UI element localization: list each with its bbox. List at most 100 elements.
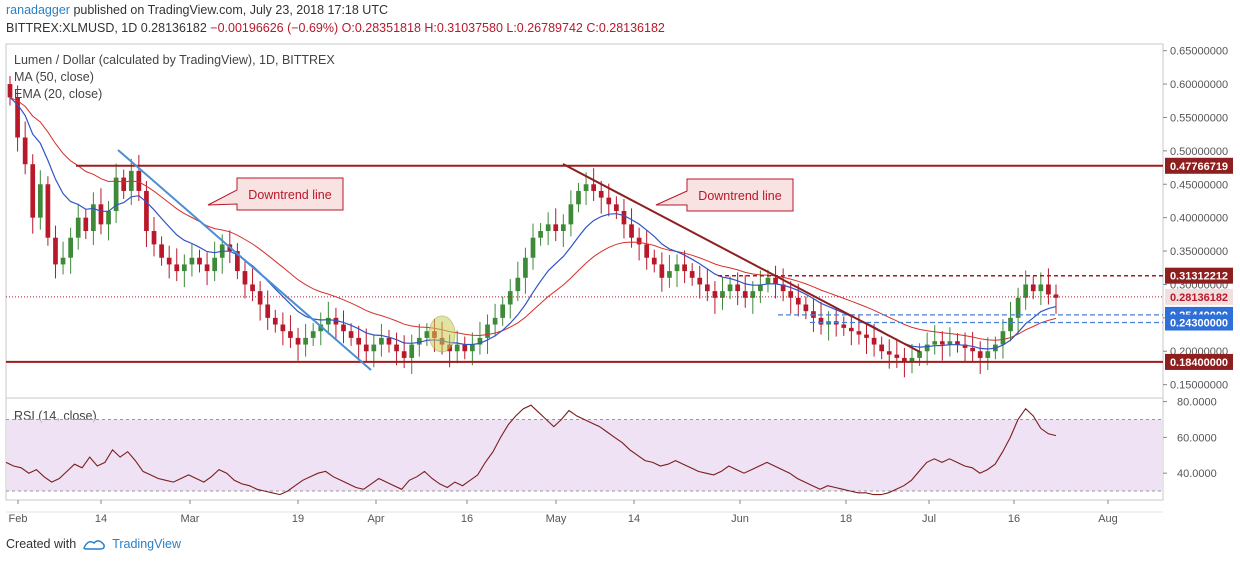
candle-body[interactable] [970, 347, 975, 352]
candle-body[interactable] [924, 344, 930, 352]
downtrend-line-red[interactable] [562, 163, 921, 353]
candle-body[interactable] [485, 324, 490, 338]
candle-body[interactable] [166, 257, 172, 265]
candle-body[interactable] [325, 317, 331, 325]
author-name[interactable]: ranadagger [6, 3, 70, 17]
candle-body[interactable] [644, 244, 650, 258]
annotation-callout[interactable] [655, 178, 794, 212]
candle-body[interactable] [515, 277, 521, 292]
tradingview-brand[interactable]: TradingView [112, 537, 181, 551]
candle-body[interactable] [68, 237, 73, 258]
candle-body[interactable] [197, 257, 202, 265]
candle-body[interactable] [401, 351, 407, 358]
candle-body[interactable] [545, 224, 551, 232]
candle-body[interactable] [636, 237, 642, 245]
candle-body[interactable] [886, 351, 892, 355]
candle-body[interactable] [242, 271, 248, 285]
candle-body[interactable] [879, 344, 885, 352]
candle-body[interactable] [113, 177, 119, 211]
candle-body[interactable] [98, 204, 104, 225]
candle-body[interactable] [621, 210, 627, 225]
candle-body[interactable] [409, 344, 415, 358]
candle-body[interactable] [614, 204, 619, 211]
candle-body[interactable] [1053, 294, 1059, 298]
candle-body[interactable] [295, 337, 301, 345]
candle-body[interactable] [492, 317, 498, 325]
candle-body[interactable] [947, 341, 953, 345]
candle-body[interactable] [356, 337, 362, 345]
candle-body[interactable] [136, 170, 142, 191]
candle-body[interactable] [250, 284, 255, 292]
candle-body[interactable] [144, 190, 149, 232]
candle-body[interactable] [659, 264, 665, 278]
candle-body[interactable] [758, 284, 763, 292]
candle-body[interactable] [780, 284, 786, 292]
candle-body[interactable] [977, 351, 983, 358]
candle-body[interactable] [795, 297, 801, 305]
candle-body[interactable] [454, 344, 460, 352]
candle-body[interactable] [932, 341, 938, 345]
candle-body[interactable] [462, 344, 468, 352]
candle-body[interactable] [651, 257, 657, 265]
candle-body[interactable] [1008, 317, 1013, 332]
candle-body[interactable] [106, 210, 111, 225]
candle-body[interactable] [424, 331, 430, 338]
candle-body[interactable] [841, 324, 847, 328]
candle-body[interactable] [727, 284, 733, 292]
candle-body[interactable] [955, 341, 960, 345]
candle-body[interactable] [394, 344, 399, 352]
candle-body[interactable] [697, 277, 703, 285]
candle-body[interactable] [765, 277, 771, 285]
candle-body[interactable] [735, 284, 741, 292]
candle-body[interactable] [151, 231, 157, 245]
candle-body[interactable] [553, 224, 559, 232]
candle-body[interactable] [272, 317, 278, 325]
candle-body[interactable] [91, 204, 96, 232]
candle-body[interactable] [333, 317, 339, 325]
downtrend-line-blue[interactable] [117, 149, 372, 371]
candle-body[interactable] [682, 264, 687, 272]
candle-body[interactable] [538, 231, 543, 238]
candle-body[interactable] [902, 357, 907, 362]
candle-body[interactable] [939, 341, 945, 345]
candle-body[interactable] [985, 351, 991, 358]
candle-body[interactable] [742, 291, 748, 298]
candle-body[interactable] [1015, 297, 1021, 318]
candle-body[interactable] [386, 337, 392, 345]
candle-body[interactable] [371, 344, 377, 352]
candle-body[interactable] [750, 291, 756, 298]
candle-body[interactable] [523, 257, 528, 278]
candle-body[interactable] [507, 291, 513, 305]
candle-body[interactable] [288, 331, 293, 338]
candle-body[interactable] [257, 291, 263, 305]
candle-body[interactable] [7, 84, 13, 98]
candle-body[interactable] [477, 337, 483, 345]
candle-body[interactable] [37, 184, 43, 218]
candle-body[interactable] [720, 291, 725, 298]
candle-body[interactable] [310, 331, 316, 338]
candle-body[interactable] [189, 257, 195, 265]
candle-body[interactable] [303, 337, 308, 345]
candle-body[interactable] [598, 190, 604, 198]
candle-body[interactable] [689, 271, 695, 278]
candle-body[interactable] [212, 257, 218, 272]
candle-body[interactable] [53, 237, 58, 265]
candle-body[interactable] [1030, 284, 1036, 292]
candle-body[interactable] [1046, 284, 1051, 295]
candle-body[interactable] [1000, 331, 1006, 345]
candle-body[interactable] [75, 217, 81, 238]
candle-body[interactable] [159, 244, 164, 258]
candle-body[interactable] [348, 331, 354, 338]
candle-body[interactable] [318, 324, 324, 332]
candle-body[interactable] [606, 197, 612, 205]
candle-body[interactable] [917, 351, 922, 358]
candle-body[interactable] [470, 344, 475, 352]
candle-body[interactable] [576, 190, 581, 205]
candle-body[interactable] [121, 177, 127, 191]
candle-body[interactable] [848, 327, 854, 332]
candle-body[interactable] [803, 304, 809, 312]
candle-body[interactable] [871, 337, 877, 345]
candle-body[interactable] [856, 331, 862, 335]
candle-body[interactable] [583, 184, 589, 191]
candle-body[interactable] [265, 304, 271, 318]
